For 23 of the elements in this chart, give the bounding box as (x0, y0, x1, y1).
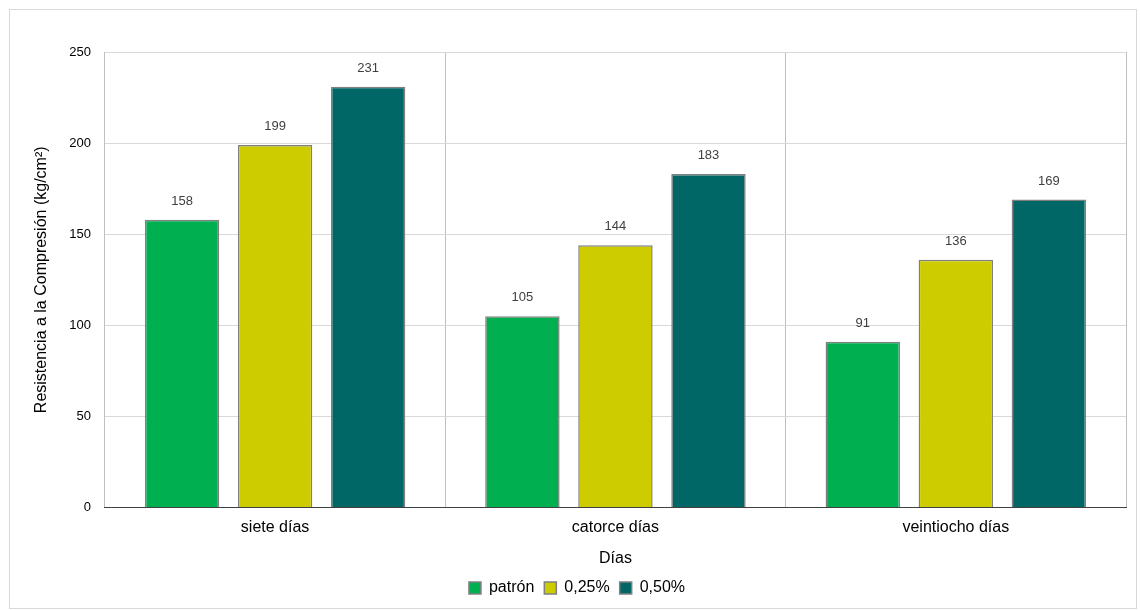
y-tick-label: 250 (69, 43, 91, 59)
y-axis-title: Resistencia a la Compresión (kg/cm²) (32, 146, 50, 414)
y-tick-label: 200 (69, 134, 91, 150)
data-label: 231 (357, 59, 379, 75)
y-tick-label: 100 (69, 316, 91, 332)
legend-label: 0,25% (564, 578, 610, 596)
data-label: 183 (697, 147, 720, 163)
data-label: 91 (855, 314, 871, 330)
x-tick-label: veintiocho días (902, 517, 1010, 535)
x-tick-label: siete días (240, 517, 310, 535)
x-axis-title: Días (598, 548, 632, 566)
data-label: 105 (511, 289, 534, 305)
x-tick-label: catorce días (571, 517, 660, 535)
data-label: 199 (264, 118, 286, 134)
y-tick-label: 150 (69, 225, 91, 241)
legend-label: 0,50% (639, 578, 686, 596)
data-label: 144 (604, 218, 627, 234)
y-tick-label: 0 (83, 499, 91, 515)
data-label: 169 (1038, 172, 1060, 188)
data-label: 158 (171, 192, 193, 208)
y-tick-label: 50 (76, 408, 91, 424)
legend-label: patrón (488, 578, 535, 596)
data-label: 136 (944, 232, 967, 248)
